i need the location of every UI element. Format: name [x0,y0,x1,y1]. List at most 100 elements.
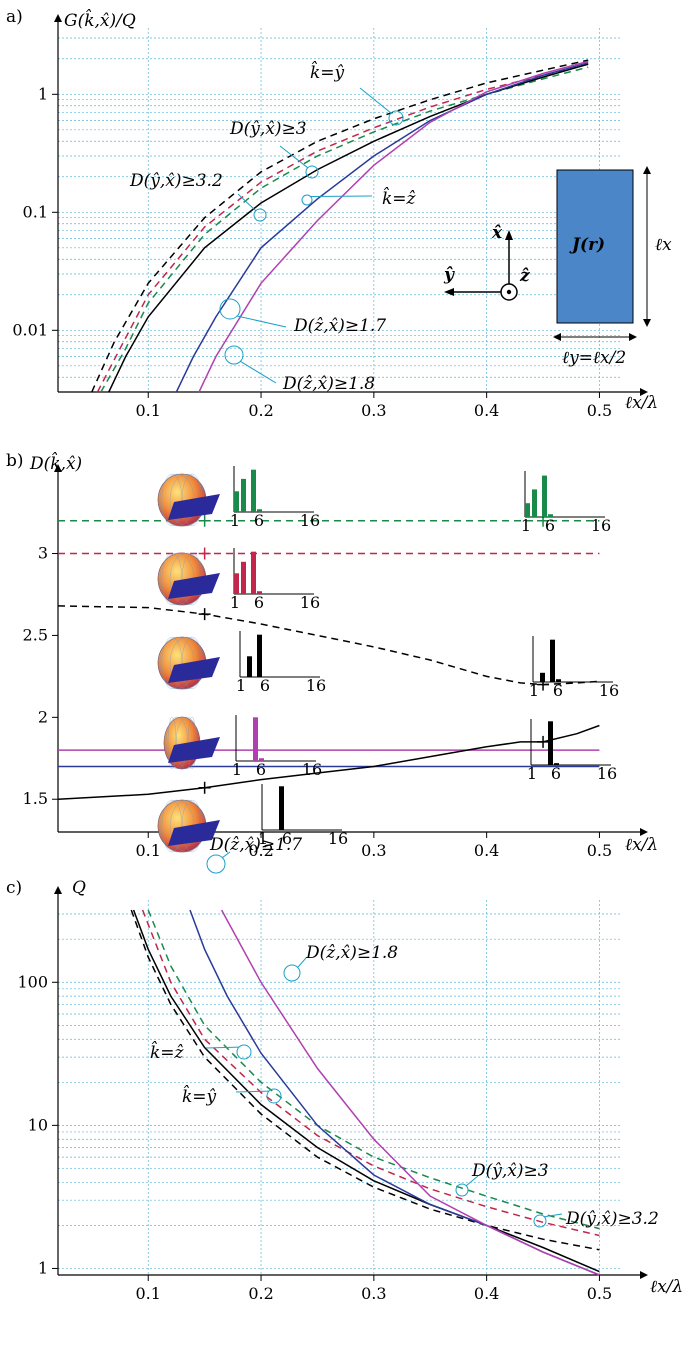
a-d32-leader [237,193,257,212]
panel-a-xlabel: ℓx/λ [625,393,658,413]
histogram-bar [259,758,264,761]
histogram-bar [234,491,239,512]
panel-b-axes [54,464,648,836]
panel-c-y-tick-label: 10 [28,1115,48,1134]
panel-c-x-arrow [640,1271,648,1279]
y-axis-label: ŷ [443,265,455,285]
panel-a-x-tick-label: 0.1 [136,401,161,420]
a-d32-label: D(ŷ,x̂)≥3.2 [129,171,223,191]
a-dz18-label: D(ẑ,x̂)≥1.8 [282,374,375,394]
histogram-bar [253,717,258,761]
panel-a-x-tick-label: 0.4 [474,401,499,420]
a-dz18-leader [240,360,277,384]
panel-c-x-tick-label: 0.5 [587,1284,612,1303]
panel-b-y-tick-label: 2.5 [23,625,48,644]
panel-c-series-5 [220,909,600,1276]
panel-b-mode-histograms: 1 6 16 1 6 161 6 161 6 16 1 6 161 6 16 1 6 161 6 16 [230,466,619,848]
histogram-bar [257,591,262,594]
panel-a-x-tick-label: 0.3 [361,401,386,420]
a-kz-label: k̂=ẑ [382,187,417,209]
a-ky-circle [388,110,404,126]
panel-b-y-arrow [54,464,62,472]
c-d32-leader [544,1213,563,1218]
panel-a-tag: a) [6,7,23,27]
histogram-tick-label: 6 [282,829,292,848]
histogram-bar [542,475,547,517]
histogram-bar [257,634,262,677]
c-d32-label: D(ŷ,x̂)≥3.2 [565,1209,659,1229]
histogram-bar [241,561,246,594]
histogram-tick-label: 16 [300,593,320,612]
histogram-tick-label: 16 [591,516,611,535]
panel-c-curves [130,909,600,1276]
width-label: ℓy=ℓx/2 [562,348,626,368]
histogram-bar [548,514,553,517]
histogram-tick-label: 6 [256,760,266,779]
panel-a-inset: J(r) ℓx ℓy=ℓx/2 x̂ ŷ ẑ [443,166,672,368]
panel-b-curves [57,514,600,800]
histogram-tick-label: 16 [306,676,326,695]
panel-c-x-tick-label: 0.3 [361,1284,386,1303]
panel-c-tag: c) [6,878,22,898]
panel-b-x-tick-label: 0.4 [474,841,499,860]
c-kz-label: k̂=ẑ [150,1041,185,1063]
a-d32-circle [253,208,267,222]
histogram-tick-label: 6 [254,593,264,612]
ground-plane [168,737,220,763]
panel-c-series-0 [130,909,600,1251]
histogram-tick-label: 1 [230,511,240,530]
a-dz18-circle [224,345,244,365]
c-ky-circle [266,1088,282,1104]
panel-a-series-1 [96,63,589,393]
histogram-tick-label: 1 [529,681,539,700]
histogram-tick-label: 16 [328,829,348,848]
panel-a-series-3 [108,63,589,393]
a-kz-leader [310,195,373,197]
histogram-bar [241,478,246,512]
histogram-tick-label: 6 [551,764,561,783]
a-ky-label: k̂=ŷ [310,61,345,83]
panel-c-y-tick-label: 100 [17,972,48,991]
histogram-tick-label: 16 [597,764,617,783]
c-d3-circle [455,1183,469,1197]
a-d3-label: D(ŷ,x̂)≥3 [229,119,307,139]
panel-a-x-tick-label: 0.5 [587,401,612,420]
a-ky-leader [359,87,392,114]
a-dz17-label: D(ẑ,x̂)≥1.7 [293,316,386,336]
histogram-tick-label: 1 [230,593,240,612]
a-d3-leader [279,145,309,169]
panel-b-x-tick-label: 0.5 [587,841,612,860]
panel-a: a) G(k̂,x̂)/Q ℓx/λ 0.1 0.2 0.3 0.4 0.510.10.… [6,7,672,420]
panel-c-grid [58,900,622,1275]
histogram-bar [234,573,239,594]
panel-c-xlabel: ℓx/λ [650,1277,683,1297]
panel-c-y-tick-label: 1 [38,1258,48,1277]
c-dz18-label: D(ẑ,x̂)≥1.8 [305,943,398,963]
height-label: ℓx [655,235,672,255]
a-dz17-circle [219,298,241,320]
c-dz17-leader [222,851,231,859]
ground-plane [168,657,220,683]
a-d3-circle [305,165,319,179]
panel-c: c) Q ℓx/λ 0.1 0.2 0.3 0.4 0.5 100 10 1 D(ẑ,x̂)≥… [6,835,683,1303]
panel-b-x-tick-label: 0.2 [248,841,273,860]
width-arrow-right [629,333,637,341]
histogram-bar [525,503,530,517]
histogram-bar [550,639,555,682]
c-ky-label: k̂=ŷ [182,1085,217,1107]
panel-a-tick-labels: 0.1 0.2 0.3 0.4 0.5 1 0.1 0.01 [12,84,612,420]
c-ky-leader [235,1090,270,1093]
panel-c-axes [54,886,648,1279]
histogram-bar [251,551,256,594]
c-dz17-circle [206,854,226,874]
panel-a-y-tick-label: 0.1 [23,202,48,221]
panel-b-y-tick-label: 2 [38,707,48,726]
panel-a-series-5 [198,60,589,393]
histogram-tick-label: 16 [300,511,320,530]
ground-plane [168,820,220,846]
current-block [556,169,634,324]
histogram-bar [251,469,256,512]
histogram-tick-label: 1 [236,676,246,695]
histogram-tick-label: 16 [302,760,322,779]
panel-b-tick-labels: 0.1 0.2 0.3 0.4 0.5 3 2.5 2 1.5 [23,544,613,860]
